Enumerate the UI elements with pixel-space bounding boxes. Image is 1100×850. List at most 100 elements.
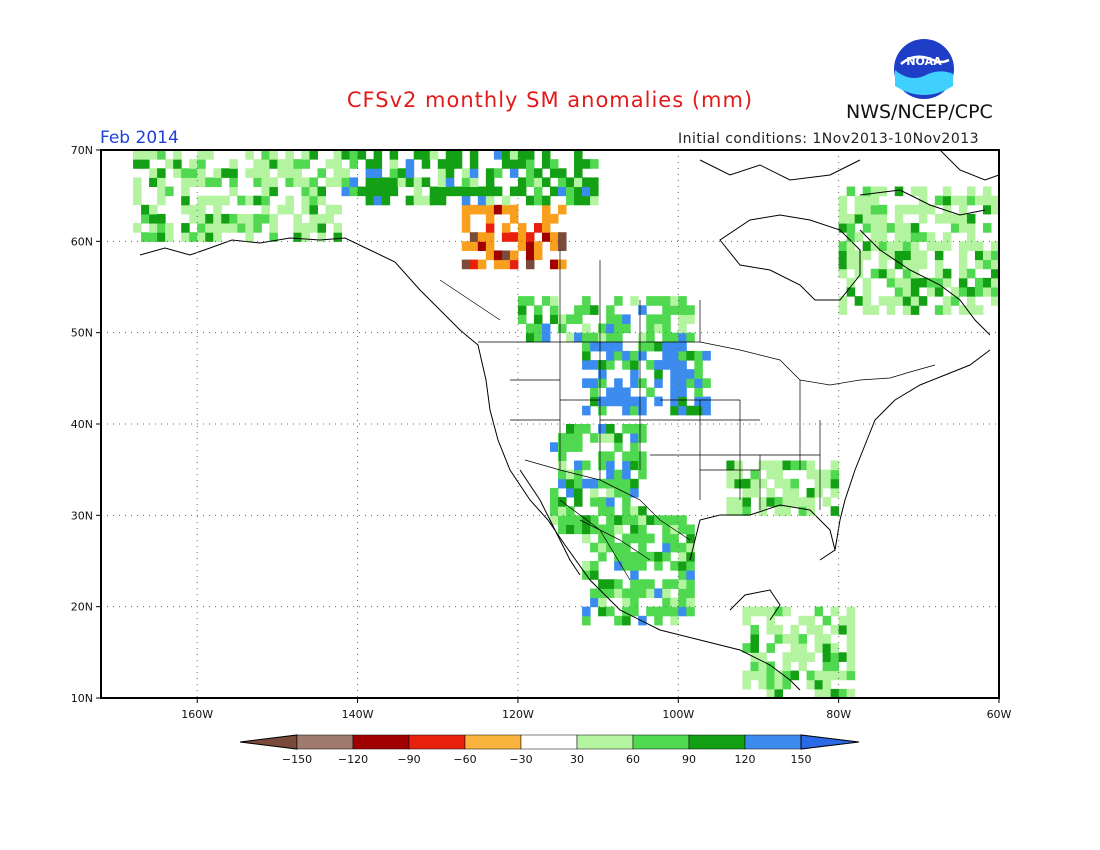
anomaly-cell — [558, 442, 567, 452]
anomaly-cell — [950, 213, 960, 224]
colorbar-legend: −150 −120 −90 −60 −30 30 60 90 120 150 — [239, 734, 860, 766]
anomaly-cell — [798, 615, 808, 626]
anomaly-cell — [582, 424, 591, 434]
anomaly-cell — [469, 259, 479, 270]
colorbar-label: 90 — [682, 753, 696, 766]
anomaly-cell — [598, 369, 607, 379]
anomaly-cell — [846, 688, 856, 698]
anomaly-cell — [541, 232, 551, 242]
anomaly-cell — [253, 177, 262, 188]
anomaly-cell — [213, 195, 222, 206]
anomaly-cell — [582, 478, 591, 489]
anomaly-cell — [990, 241, 999, 251]
anomaly-cell — [662, 551, 671, 562]
anomaly-cell — [606, 332, 615, 343]
anomaly-cell — [558, 241, 567, 251]
anomaly-cell — [590, 478, 599, 489]
anomaly-cell — [838, 296, 848, 306]
anomaly-cell — [742, 643, 751, 653]
anomaly-cell — [245, 195, 254, 206]
anomaly-cell — [846, 250, 856, 261]
anomaly-cell — [886, 268, 896, 279]
colorbar-label: −30 — [509, 753, 532, 766]
anomaly-cell — [317, 232, 326, 242]
anomaly-cell — [606, 606, 615, 617]
anomaly-cell — [301, 204, 310, 215]
anomaly-cell — [846, 652, 856, 662]
anomaly-cell — [590, 487, 599, 498]
anomaly-cell — [269, 213, 278, 224]
anomaly-cell — [606, 478, 615, 489]
anomaly-cell — [574, 487, 583, 498]
anomaly-cell — [622, 323, 631, 334]
anomaly-cell — [590, 159, 599, 169]
anomaly-cell — [830, 688, 840, 698]
anomaly-cell — [910, 277, 920, 288]
anomaly-cell — [421, 177, 431, 188]
anomaly-cell — [670, 533, 679, 544]
anomaly-cell — [325, 159, 335, 169]
anomaly-cell — [846, 634, 856, 644]
anomaly-cell — [822, 688, 832, 698]
anomaly-cell — [469, 168, 479, 178]
anomaly-cell — [622, 606, 631, 617]
anomaly-cell — [477, 232, 487, 242]
anomaly-cell — [598, 451, 607, 462]
anomaly-cell — [846, 232, 856, 242]
anomaly-cell — [870, 204, 880, 215]
anomaly-cell — [622, 497, 631, 507]
anomaly-cell — [389, 150, 399, 160]
anomaly-cell — [918, 296, 928, 306]
anomaly-cell — [157, 223, 166, 233]
anomaly-cell — [654, 551, 663, 562]
map-title: CFSv2 monthly SM anomalies (mm) — [346, 88, 754, 112]
anomaly-cell — [638, 305, 647, 315]
anomaly-cell — [181, 204, 190, 215]
anomaly-cell — [205, 195, 214, 206]
anomaly-cell — [758, 661, 767, 672]
anomaly-cell — [646, 332, 655, 343]
anomaly-cell — [269, 232, 278, 242]
anomaly-cell — [750, 624, 759, 635]
anomaly-cell — [918, 232, 928, 242]
anomaly-cell — [950, 287, 960, 297]
anomaly-cell — [485, 241, 495, 251]
anomaly-cell — [485, 204, 495, 215]
anomaly-cell — [934, 241, 944, 251]
anomaly-cell — [654, 323, 663, 334]
anomaly-cell — [726, 460, 735, 471]
anomaly-cell — [421, 150, 431, 160]
anomaly-cell — [606, 451, 615, 462]
colorbar-swatch — [632, 734, 690, 750]
anomaly-cell — [638, 551, 647, 562]
anomaly-cell — [558, 186, 567, 197]
anomaly-cell — [982, 277, 992, 288]
anomaly-cell — [501, 204, 511, 215]
colorbar-label: −90 — [397, 753, 420, 766]
anomaly-cell — [541, 159, 551, 169]
anomaly-cell — [598, 533, 607, 544]
anomaly-cell — [590, 186, 599, 197]
anomaly-cell — [686, 570, 695, 580]
anomaly-cell — [461, 223, 471, 233]
anomaly-cell — [149, 232, 158, 242]
yucatan-coast — [729, 589, 781, 621]
anomaly-cell — [309, 195, 318, 206]
anomaly-cell — [902, 223, 912, 233]
anomaly-cell — [229, 168, 238, 178]
anomaly-cell — [814, 634, 824, 644]
anomaly-cell — [934, 268, 944, 279]
anomaly-cell — [558, 524, 567, 535]
anomaly-cell — [149, 223, 158, 233]
anomaly-cell — [654, 615, 663, 626]
anomaly-cell — [926, 277, 936, 288]
anomaly-cell — [782, 606, 792, 617]
anomaly-cell — [469, 159, 479, 169]
anomaly-cell — [822, 670, 832, 681]
anomaly-cell — [830, 469, 840, 480]
anomaly-cell — [533, 177, 543, 188]
hudson-bay — [719, 214, 861, 301]
anomaly-cell — [229, 186, 238, 197]
anomaly-cell — [782, 497, 792, 507]
anomaly-cell — [646, 296, 655, 306]
